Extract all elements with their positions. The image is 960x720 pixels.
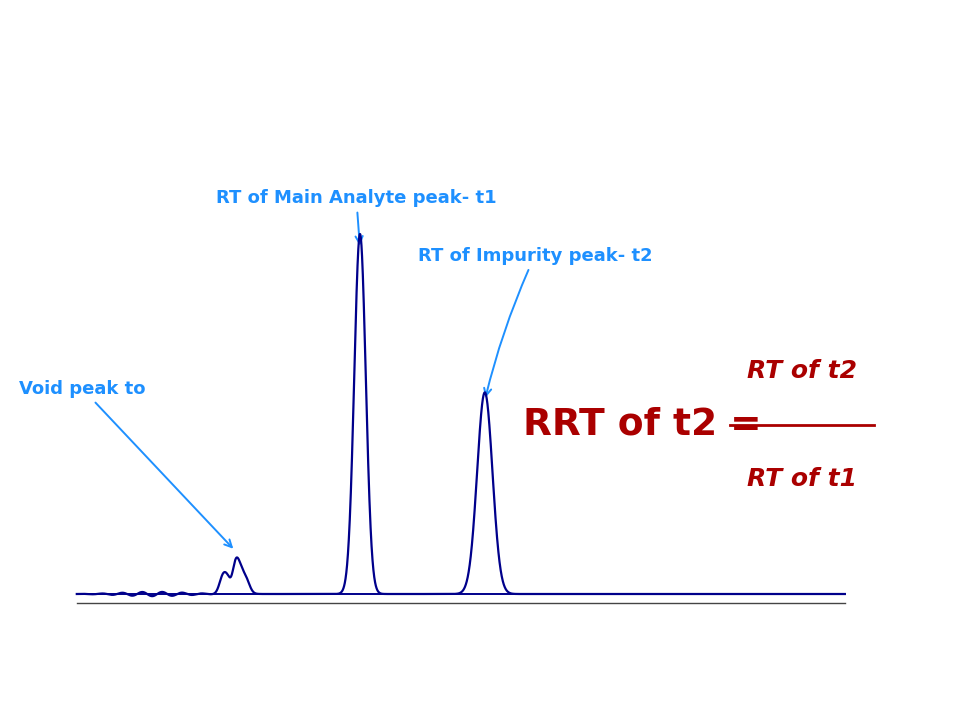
Text: RT of Impurity peak- t2: RT of Impurity peak- t2 bbox=[418, 246, 652, 396]
Text: RT of t1: RT of t1 bbox=[747, 467, 856, 491]
Text: RT of t2: RT of t2 bbox=[747, 359, 856, 383]
Text: RRT of t2 =: RRT of t2 = bbox=[523, 407, 775, 443]
Text: Void peak to: Void peak to bbox=[19, 380, 231, 547]
Text: RT of Main Analyte peak- t1: RT of Main Analyte peak- t1 bbox=[216, 189, 496, 243]
